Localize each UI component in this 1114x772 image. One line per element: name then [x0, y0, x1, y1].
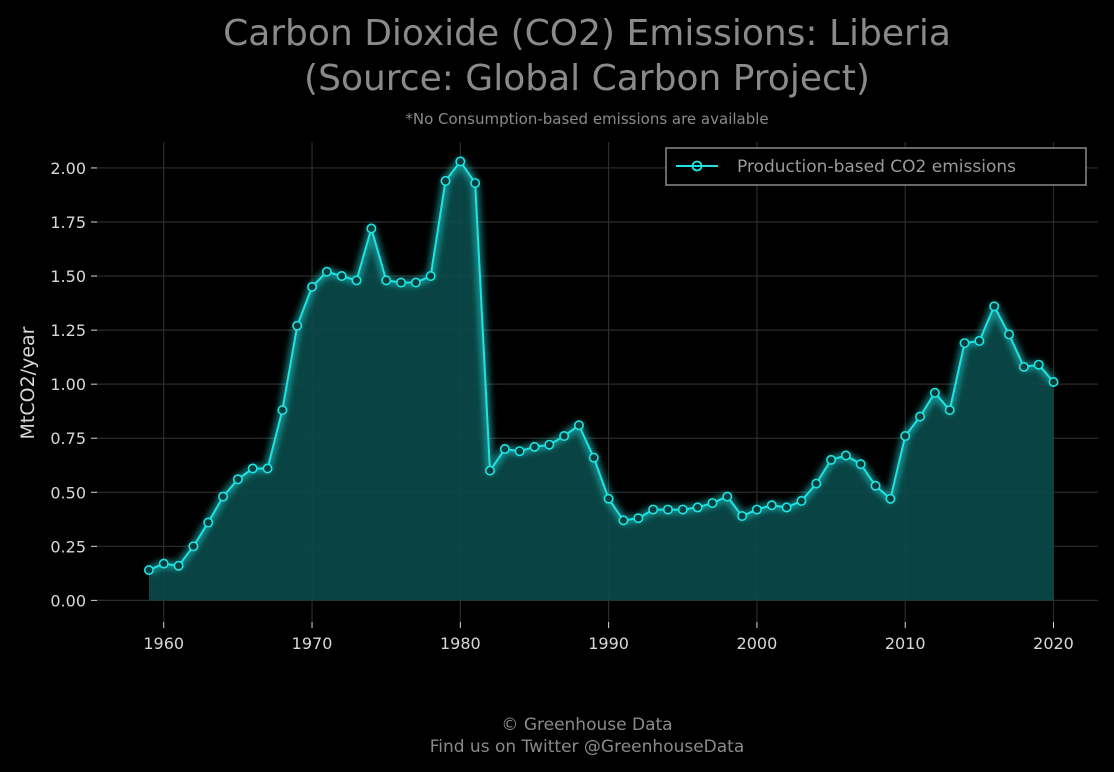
data-point-1966: [247, 463, 258, 474]
data-point-2015: [974, 335, 985, 346]
legend-marker-swatch: [691, 160, 703, 172]
data-markers: [143, 156, 1059, 576]
data-point-2001: [766, 500, 777, 511]
x-tick-label: 2010: [885, 634, 926, 653]
data-point-1977: [410, 277, 421, 288]
data-point-1995: [677, 504, 688, 515]
data-point-1978: [425, 271, 436, 282]
y-tick-label: 1.00: [50, 375, 86, 394]
data-point-2011: [915, 411, 926, 422]
data-point-2012: [929, 387, 940, 398]
data-point-2002: [781, 502, 792, 513]
data-point-1984: [514, 446, 525, 457]
data-point-1970: [307, 281, 318, 292]
chart-title-line1: Carbon Dioxide (CO2) Emissions: Liberia: [223, 13, 951, 54]
data-point-2016: [989, 301, 1000, 312]
data-point-2003: [796, 495, 807, 506]
data-point-2007: [855, 459, 866, 470]
data-point-2013: [944, 405, 955, 416]
data-point-2005: [826, 454, 837, 465]
data-point-1979: [440, 175, 451, 186]
y-tick-label: 0.50: [50, 483, 86, 502]
data-point-1960: [158, 558, 169, 569]
data-point-2020: [1048, 376, 1059, 387]
footer-twitter: Find us on Twitter @GreenhouseData: [430, 737, 745, 757]
data-point-1993: [648, 504, 659, 515]
data-point-2006: [840, 450, 851, 461]
data-point-1989: [588, 452, 599, 463]
data-point-1975: [381, 275, 392, 286]
data-point-2017: [1004, 329, 1015, 340]
data-point-2008: [870, 480, 881, 491]
data-point-1964: [218, 491, 229, 502]
data-point-1988: [573, 420, 584, 431]
y-axis-label: MtCO2/year: [17, 326, 39, 439]
data-point-1986: [544, 439, 555, 450]
data-point-1969: [292, 320, 303, 331]
y-tick-label: 0.75: [50, 429, 86, 448]
x-tick-label: 2020: [1033, 634, 1074, 653]
data-point-1998: [722, 491, 733, 502]
legend-box: [665, 147, 1087, 186]
data-point-2019: [1033, 359, 1044, 370]
x-axis-ticks: 1960 1970 1980 1990 2000 2010 2020: [143, 622, 1074, 653]
data-point-1983: [499, 444, 510, 455]
chart-subtitle: *No Consumption-based emissions are avai…: [405, 110, 768, 128]
data-point-2018: [1018, 361, 1029, 372]
y-tick-label: 0.25: [50, 537, 86, 556]
data-point-2004: [811, 478, 822, 489]
data-point-1980: [455, 156, 466, 167]
y-tick-label: 1.75: [50, 213, 86, 232]
data-point-1973: [351, 275, 362, 286]
series-line: [148, 160, 1055, 572]
data-point-2000: [751, 504, 762, 515]
data-point-1974: [366, 223, 377, 234]
data-point-1972: [336, 271, 347, 282]
chart-title-line2: (Source: Global Carbon Project): [304, 58, 870, 99]
data-point-1987: [559, 431, 570, 442]
data-point-1985: [529, 441, 540, 452]
y-tick-label: 0.00: [50, 591, 86, 610]
y-axis-ticks: 0.00 0.25 0.50 0.75 1.00 1.25 1.50 1.75 2.00: [50, 159, 97, 610]
data-point-1997: [707, 498, 718, 509]
y-tick-label: 2.00: [50, 159, 86, 178]
x-tick-label: 1970: [292, 634, 333, 653]
data-point-1976: [396, 277, 407, 288]
data-point-1996: [692, 502, 703, 513]
data-point-1961: [173, 560, 184, 571]
legend-label: Production-based CO2 emissions: [737, 157, 1016, 177]
data-point-1981: [470, 178, 481, 189]
footer-copyright: © Greenhouse Data: [501, 715, 672, 735]
legend: Production-based CO2 emissions: [665, 147, 1087, 186]
data-point-2014: [959, 338, 970, 349]
data-point-1968: [277, 405, 288, 416]
data-point-1967: [262, 463, 273, 474]
data-point-1962: [188, 541, 199, 552]
data-point-2010: [900, 431, 911, 442]
x-tick-label: 1960: [143, 634, 184, 653]
area-fill-layer: [148, 161, 1054, 601]
x-tick-label: 1990: [588, 634, 629, 653]
x-tick-label: 1980: [440, 634, 481, 653]
data-point-1999: [737, 511, 748, 522]
data-point-1992: [633, 513, 644, 524]
series-line-layer: [147, 156, 1057, 575]
data-point-1994: [662, 504, 673, 515]
data-point-2009: [885, 493, 896, 504]
data-point-1959: [143, 565, 154, 576]
data-point-1990: [603, 493, 614, 504]
data-point-1971: [321, 266, 332, 277]
x-tick-label: 2000: [737, 634, 778, 653]
data-point-1963: [203, 517, 214, 528]
data-point-1991: [618, 515, 629, 526]
y-tick-label: 1.50: [50, 267, 86, 286]
data-point-1982: [484, 465, 495, 476]
area-fill: [148, 161, 1054, 601]
y-tick-label: 1.25: [50, 321, 86, 340]
data-point-1965: [232, 474, 243, 485]
